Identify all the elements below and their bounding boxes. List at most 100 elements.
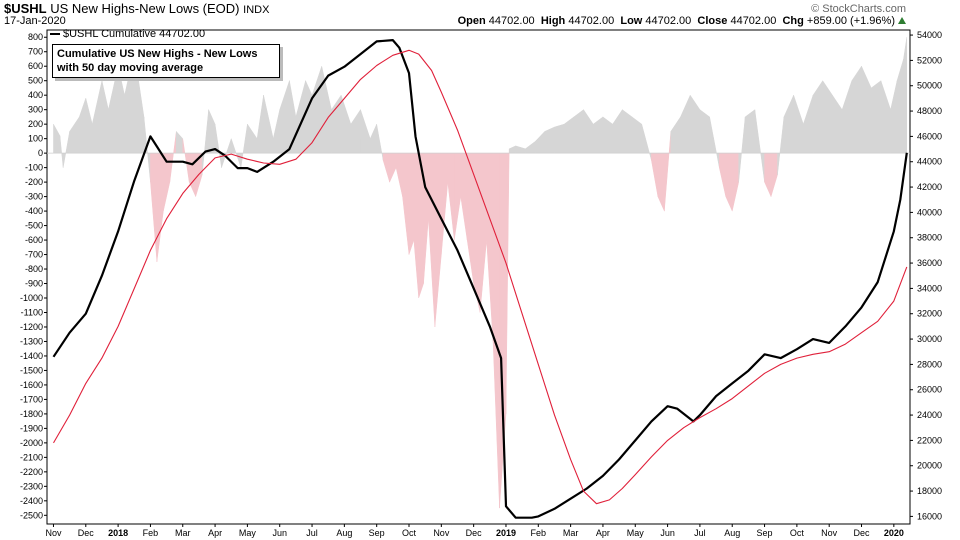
net-area-segment (59, 135, 64, 168)
low-label: Low (620, 15, 643, 27)
net-area-segment (247, 123, 258, 154)
net-area-segment (360, 109, 371, 154)
left-tick-label: -1600 (20, 380, 43, 390)
left-tick-label: 200 (28, 119, 43, 129)
net-area-segment (176, 130, 184, 154)
net-area-segment (851, 65, 862, 154)
high-label: High (540, 15, 566, 27)
annotation-line-1: Cumulative US New Highs - New Lows (57, 48, 258, 60)
net-area-segment (263, 95, 274, 154)
left-tick-label: -700 (25, 250, 43, 260)
annotation-box: Cumulative US New Highs - New Lows with … (52, 44, 280, 78)
x-tick-label: Nov (433, 528, 450, 538)
net-area-segment (744, 109, 756, 154)
left-tick-label: 500 (28, 76, 43, 86)
high-value: 44702.00 (568, 15, 615, 27)
right-tick-label: 18000 (917, 486, 942, 496)
left-tick-label: -400 (25, 206, 43, 216)
x-tick-label: 2018 (108, 528, 128, 538)
net-area-segment (622, 109, 633, 154)
net-area-segment (870, 80, 882, 154)
net-area-segment (376, 124, 384, 161)
net-area-segment (402, 152, 410, 255)
net-area-segment (583, 108, 594, 154)
annotation-line-2: with 50 day moving average (57, 62, 204, 74)
left-tick-label: -2300 (20, 481, 43, 491)
left-tick-label: 300 (28, 105, 43, 115)
net-area-segment (777, 116, 785, 175)
net-area-segment (803, 95, 814, 154)
right-tick-label: 16000 (917, 511, 942, 521)
net-area-segment (725, 152, 733, 212)
net-area-segment (657, 152, 665, 212)
x-tick-label: Feb (531, 528, 547, 538)
x-tick-label: Aug (336, 528, 352, 538)
net-area-segment (861, 66, 872, 154)
right-tick-label: 26000 (917, 385, 942, 395)
net-area-segment (53, 123, 61, 154)
left-tick-label: -300 (25, 192, 43, 202)
right-tick-label: 36000 (917, 258, 942, 268)
left-tick-label: -800 (25, 264, 43, 274)
net-area-segment (350, 108, 361, 154)
net-area-segment (150, 152, 158, 262)
net-area-segment (441, 152, 449, 255)
net-area-segment (812, 79, 823, 154)
net-area-segment (305, 80, 313, 154)
x-tick-label: Jul (306, 528, 318, 538)
net-area-segment (423, 152, 429, 284)
x-tick-label: Dec (466, 528, 483, 538)
x-tick-label: Dec (854, 528, 871, 538)
net-area-segment (783, 95, 794, 154)
net-area-segment (754, 109, 765, 183)
ohlc-bar: Open 44702.00 High 44702.00 Low 44702.00… (458, 15, 906, 27)
left-tick-label: -1800 (20, 409, 43, 419)
x-tick-label: May (627, 528, 645, 538)
x-tick-label: Mar (563, 528, 579, 538)
right-tick-label: 42000 (917, 182, 942, 192)
right-tick-label: 44000 (917, 157, 942, 167)
x-tick-label: 2020 (884, 528, 904, 538)
net-area-segment (793, 95, 804, 154)
net-area-segment (428, 152, 436, 327)
net-area-segment (880, 80, 891, 154)
left-tick-label: -1000 (20, 293, 43, 303)
net-area-segment (413, 152, 419, 299)
low-value: 44702.00 (645, 15, 692, 27)
left-tick-label: -200 (25, 177, 43, 187)
net-area-segment (896, 58, 904, 154)
left-tick-label: -1500 (20, 365, 43, 375)
right-tick-label: 40000 (917, 207, 942, 217)
net-area-segment (273, 109, 280, 154)
net-area-segment (117, 66, 125, 154)
net-area-segment (612, 108, 623, 154)
x-tick-label: Sep (757, 528, 773, 538)
net-area-segment (214, 124, 222, 168)
left-tick-label: -2100 (20, 452, 43, 462)
x-tick-label: Jun (272, 528, 287, 538)
net-area-segment (664, 131, 672, 212)
net-area-segment (382, 152, 390, 183)
left-tick-label: 100 (28, 134, 43, 144)
x-tick-label: 2019 (496, 528, 516, 538)
right-tick-label: 34000 (917, 283, 942, 293)
net-area-segment (389, 152, 397, 183)
left-tick-label: -1200 (20, 322, 43, 332)
net-area-segment (731, 152, 739, 212)
symbol: $USHL (4, 1, 47, 16)
net-area-segment (62, 131, 70, 168)
net-area-segment (631, 116, 642, 154)
net-area-segment (508, 145, 516, 154)
left-tick-label: -900 (25, 279, 43, 289)
net-area-segment (240, 124, 248, 168)
x-tick-label: Jul (694, 528, 706, 538)
net-area-segment (279, 80, 290, 154)
net-area-segment (573, 109, 584, 154)
left-tick-label: -1300 (20, 336, 43, 346)
x-tick-label: Sep (369, 528, 385, 538)
net-area-segment (486, 152, 494, 342)
net-area-segment (92, 80, 103, 154)
exchange: INDX (243, 4, 270, 16)
right-tick-label: 46000 (917, 131, 942, 141)
x-tick-label: Oct (402, 528, 417, 538)
